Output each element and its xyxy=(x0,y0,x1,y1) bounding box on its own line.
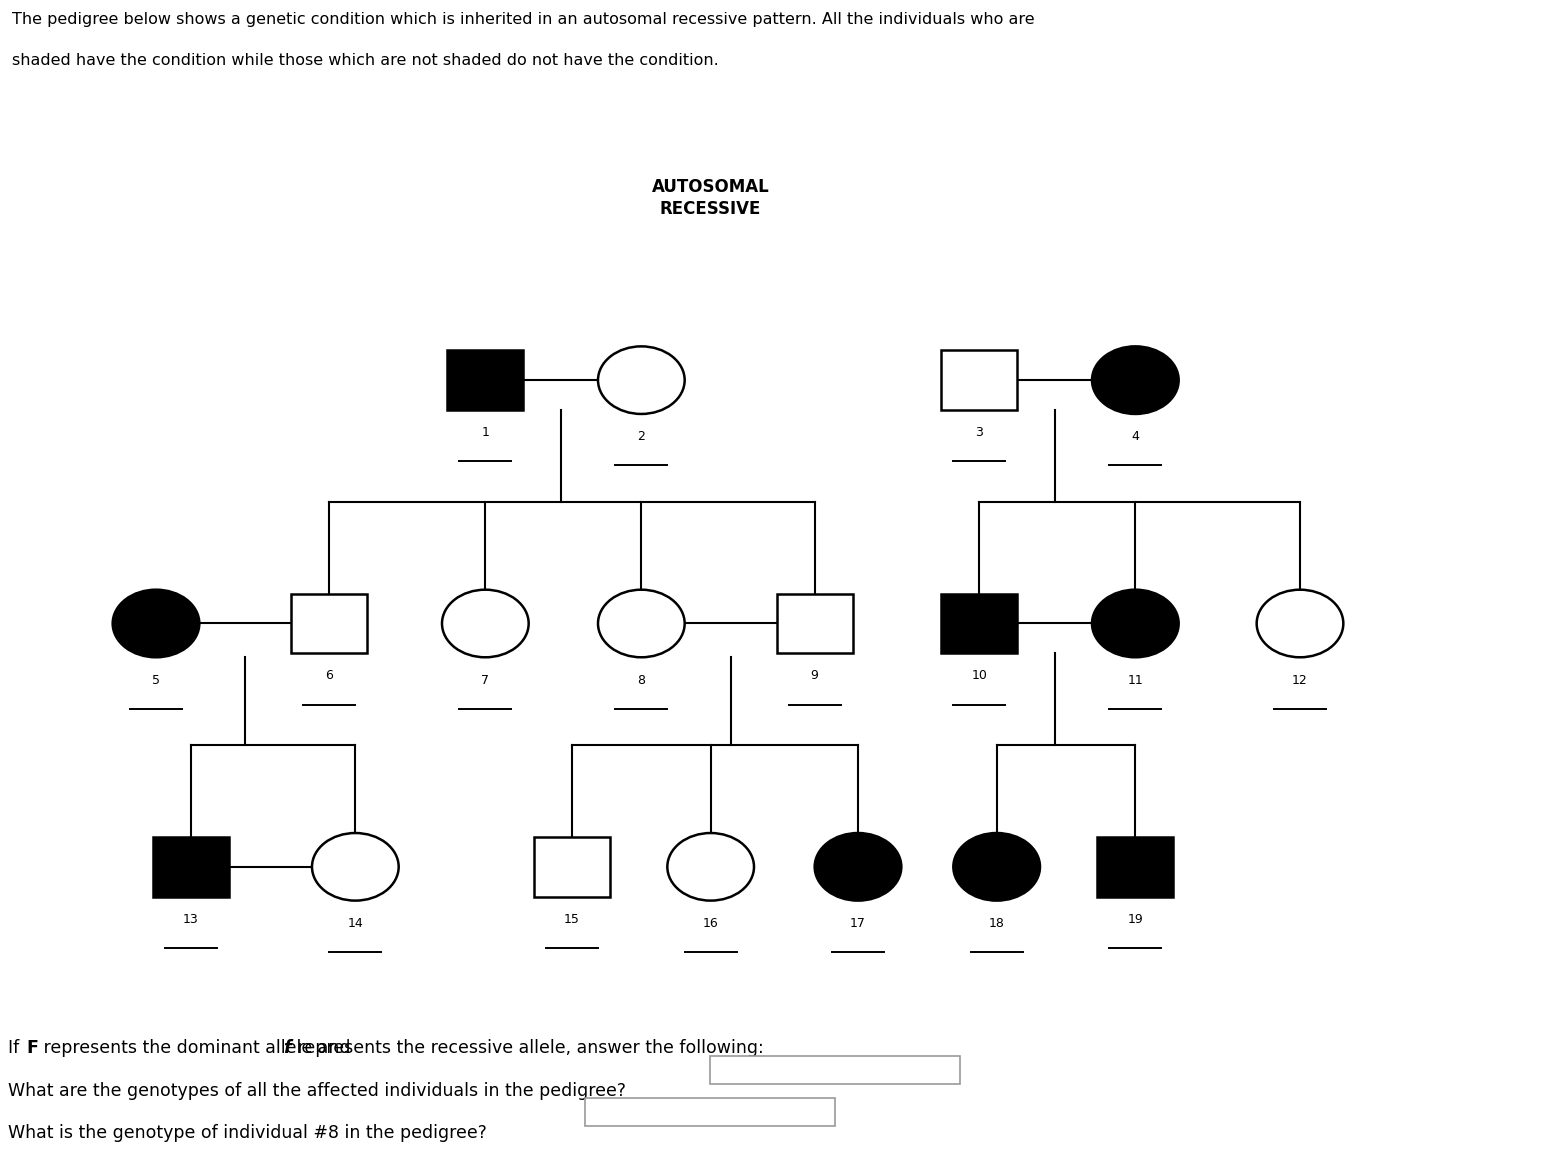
Text: represents the dominant allele and: represents the dominant allele and xyxy=(37,1039,356,1057)
Circle shape xyxy=(597,346,685,414)
Text: 11: 11 xyxy=(1128,674,1143,687)
Circle shape xyxy=(953,833,1041,900)
Bar xyxy=(941,351,1017,410)
Text: What are the genotypes of all the affected individuals in the pedigree?: What are the genotypes of all the affect… xyxy=(8,1082,626,1100)
Bar xyxy=(777,594,853,653)
Text: 1: 1 xyxy=(482,426,490,440)
Circle shape xyxy=(312,833,399,900)
Text: F: F xyxy=(27,1039,37,1057)
Circle shape xyxy=(112,590,200,658)
Bar xyxy=(941,594,1017,653)
Text: What is the genotype of individual #8 in the pedigree?: What is the genotype of individual #8 in… xyxy=(8,1124,487,1142)
Bar xyxy=(534,837,610,897)
Text: 5: 5 xyxy=(151,674,161,687)
Circle shape xyxy=(597,590,685,658)
Bar xyxy=(292,594,368,653)
Text: 13: 13 xyxy=(183,913,198,926)
Text: 7: 7 xyxy=(482,674,490,687)
Circle shape xyxy=(814,833,902,900)
Text: 12: 12 xyxy=(1292,674,1307,687)
Text: 8: 8 xyxy=(638,674,646,687)
Circle shape xyxy=(1092,590,1179,658)
Bar xyxy=(1097,837,1173,897)
Text: 14: 14 xyxy=(348,916,363,930)
Circle shape xyxy=(1257,590,1343,658)
Text: f: f xyxy=(282,1039,290,1057)
Circle shape xyxy=(1092,346,1179,414)
Bar xyxy=(585,1097,835,1126)
Text: 3: 3 xyxy=(975,426,983,440)
Bar xyxy=(710,1056,959,1084)
Circle shape xyxy=(441,590,529,658)
Text: 19: 19 xyxy=(1128,913,1143,926)
Text: 10: 10 xyxy=(972,669,987,682)
Text: represents the recessive allele, answer the following:: represents the recessive allele, answer … xyxy=(292,1039,764,1057)
Text: If: If xyxy=(8,1039,25,1057)
Circle shape xyxy=(668,833,753,900)
Bar xyxy=(153,837,229,897)
Text: 16: 16 xyxy=(704,916,719,930)
Text: 18: 18 xyxy=(989,916,1005,930)
Text: 4: 4 xyxy=(1131,430,1139,443)
Text: 17: 17 xyxy=(850,916,866,930)
Bar xyxy=(448,351,524,410)
Text: 6: 6 xyxy=(326,669,334,682)
Text: The pedigree below shows a genetic condition which is inherited in an autosomal : The pedigree below shows a genetic condi… xyxy=(12,13,1036,27)
Text: 9: 9 xyxy=(811,669,819,682)
Text: AUTOSOMAL
RECESSIVE: AUTOSOMAL RECESSIVE xyxy=(652,178,769,218)
Text: 15: 15 xyxy=(565,913,580,926)
Text: 2: 2 xyxy=(638,430,646,443)
Text: shaded have the condition while those which are not shaded do not have the condi: shaded have the condition while those wh… xyxy=(12,53,719,67)
